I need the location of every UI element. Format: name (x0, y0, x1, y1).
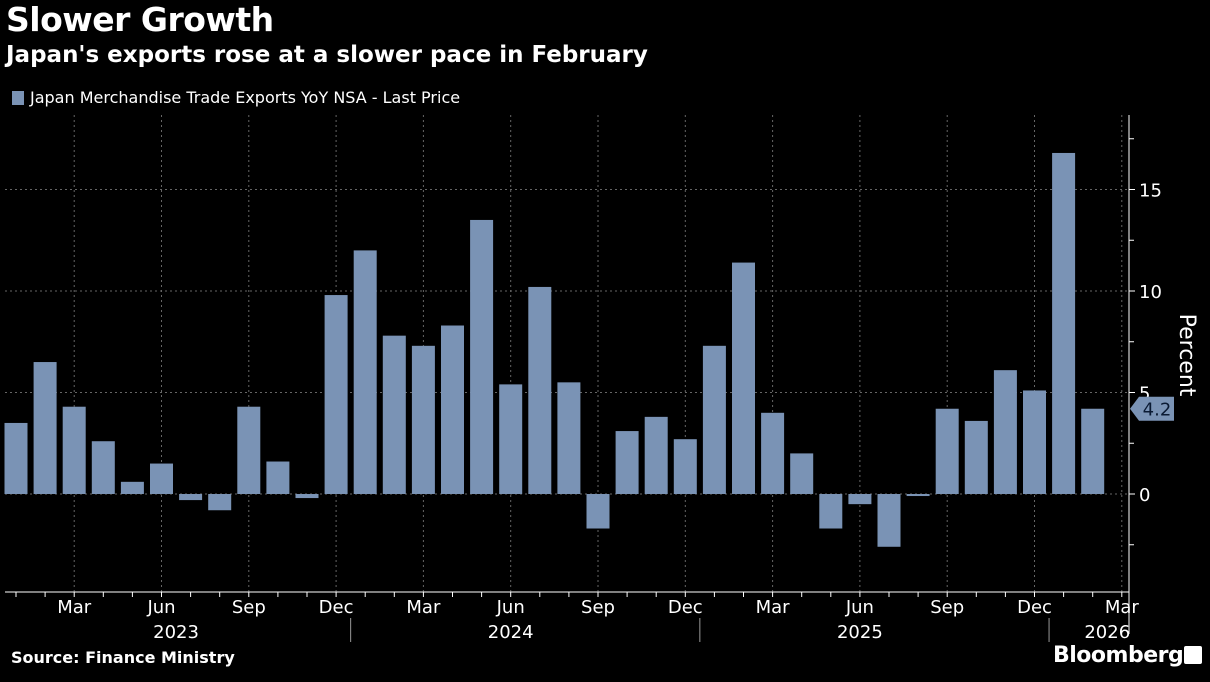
x-month-label: Jun (146, 597, 175, 618)
y-tick-label: 15 (1139, 181, 1162, 202)
last-value-tag (1130, 396, 1174, 421)
bar (848, 494, 872, 505)
y-tick-label: 0 (1139, 485, 1150, 506)
bar (1023, 390, 1046, 494)
legend: Japan Merchandise Trade Exports YoY NSA … (12, 88, 460, 107)
x-month-label: Sep (930, 597, 964, 618)
bar (673, 439, 697, 494)
bar (33, 362, 57, 494)
x-month-label: Jun (496, 597, 525, 618)
x-month-label: Jun (845, 597, 874, 618)
bar (702, 345, 726, 494)
bar (4, 422, 28, 494)
x-year-label: 2025 (837, 622, 883, 643)
bar (528, 286, 552, 494)
x-month-label: Dec (1017, 597, 1052, 618)
bar (993, 370, 1017, 494)
x-month-label: Dec (668, 597, 703, 618)
bar (441, 325, 464, 494)
x-month-label: Dec (319, 597, 354, 618)
bar (1052, 152, 1076, 494)
bar (906, 494, 930, 497)
bar (877, 494, 901, 547)
x-month-label: Mar (406, 597, 441, 618)
bar (615, 431, 639, 494)
bar (964, 420, 988, 494)
bar (382, 335, 406, 494)
y-axis-label: Percent (1174, 314, 1199, 397)
legend-label: Japan Merchandise Trade Exports YoY NSA … (30, 88, 461, 107)
x-year-label: 2026 (1084, 622, 1130, 643)
bar (179, 494, 203, 501)
x-month-label: Mar (756, 597, 791, 618)
x-month-label: Sep (232, 597, 266, 618)
bar (295, 494, 319, 499)
bar (761, 412, 785, 494)
last-value-label: 4.2 (1143, 400, 1172, 421)
x-month-label: Sep (581, 597, 615, 618)
bar (586, 494, 610, 529)
bar (237, 406, 261, 494)
bar (411, 345, 435, 494)
bar (208, 494, 232, 511)
x-month-label: Mar (1105, 597, 1140, 618)
bar (732, 262, 755, 494)
x-month-label: Mar (57, 597, 92, 618)
bar (935, 408, 959, 494)
bar (819, 494, 843, 529)
y-tick-label: 5 (1139, 384, 1150, 405)
source-note: Source: Finance Ministry (11, 648, 235, 667)
bar (91, 441, 115, 494)
x-year-label: 2023 (153, 622, 199, 643)
bar (644, 416, 668, 494)
bar (499, 384, 523, 494)
legend-swatch (12, 90, 24, 105)
bar (790, 453, 814, 494)
bar (120, 481, 144, 494)
bar (1081, 408, 1105, 494)
bar (557, 382, 581, 494)
bloomberg-logo: Bloomberg (1053, 643, 1184, 668)
bar (62, 406, 86, 494)
chart-subtitle: Japan's exports rose at a slower pace in… (6, 42, 648, 68)
bar (150, 463, 173, 494)
chart-icon (1184, 646, 1202, 664)
bar (353, 250, 377, 494)
bar (470, 219, 494, 494)
y-tick-label: 10 (1139, 282, 1162, 303)
x-year-label: 2024 (488, 622, 534, 643)
bar (266, 461, 290, 494)
bar (324, 295, 348, 494)
chart-title: Slower Growth (6, 0, 274, 39)
